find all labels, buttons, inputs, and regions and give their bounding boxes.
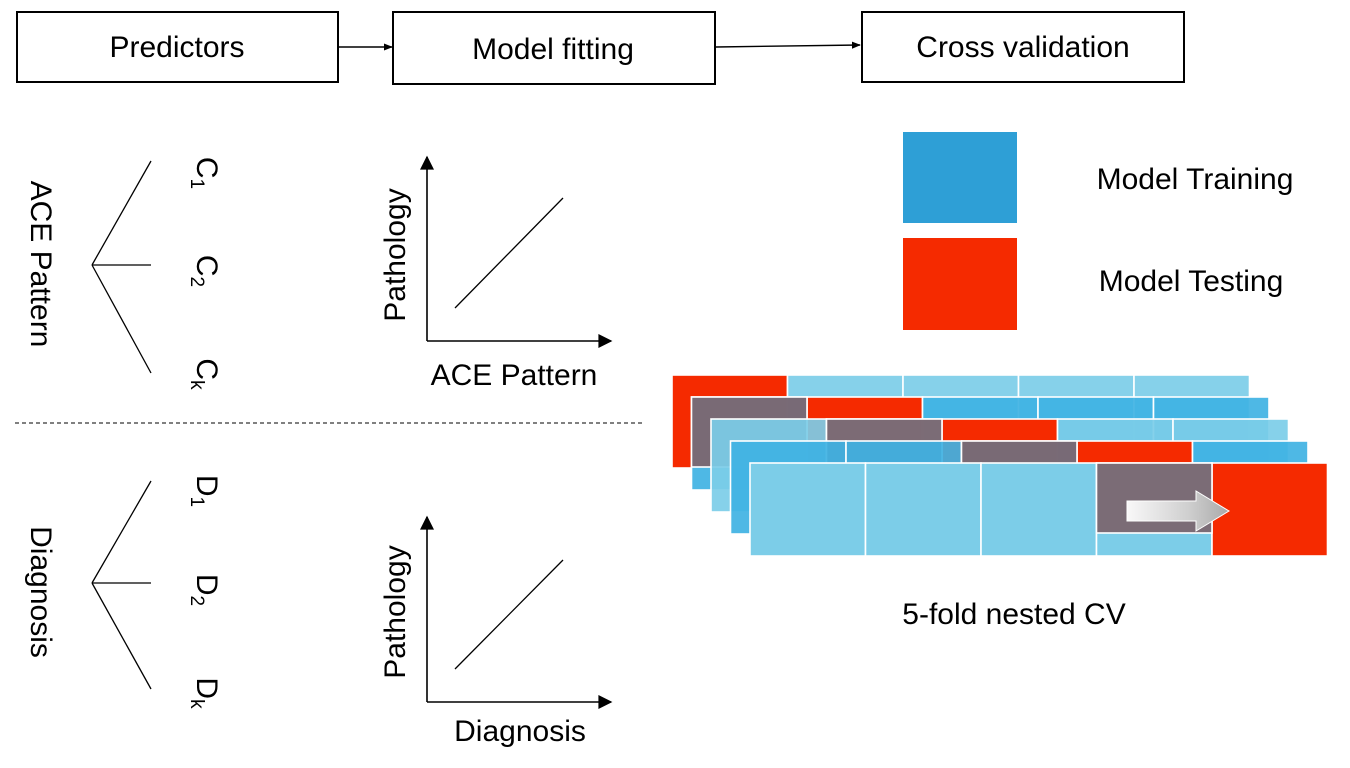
model-fitting-step-label: Model fitting	[472, 33, 634, 66]
cross-validation-step-label: Cross validation	[916, 31, 1129, 64]
diagnosis-fit-plot: Pathology Diagnosis	[379, 515, 613, 748]
branch-d1: D1	[186, 475, 223, 507]
cross-validation-step: Cross validation	[861, 11, 1185, 83]
diagnosis-fit-line	[454, 559, 564, 670]
ace-plot-ylabel: Pathology	[379, 188, 412, 321]
cv-test-cell	[1211, 462, 1329, 557]
nested-cv-graphic	[671, 374, 1329, 557]
diagnosis-label: Diagnosis	[24, 526, 57, 658]
predictors-step: Predictors	[16, 11, 339, 83]
diagnosis-branch-lines	[91, 480, 152, 690]
training-legend-label: Model Training	[1097, 163, 1294, 196]
cv-previous-test-cell	[1095, 462, 1213, 534]
branch-dk: Dk	[186, 677, 223, 709]
ace-fit-plot: Pathology ACE Pattern	[379, 155, 613, 392]
ace-plot-xlabel: ACE Pattern	[431, 359, 598, 392]
branch-c2: C2	[186, 255, 223, 287]
predictors-step-label: Predictors	[109, 31, 244, 64]
ace-branch-lines	[91, 160, 152, 374]
testing-swatch	[903, 238, 1017, 330]
cv-train-cell	[980, 462, 1098, 557]
cv-train-cell	[749, 462, 867, 557]
pipeline-header: Predictors Model fitting Cross validatio…	[16, 11, 1185, 85]
cv-caption: 5-fold nested CV	[902, 598, 1125, 631]
cv-legend: Model Training Model Testing	[903, 132, 1293, 330]
cv-train-cell	[864, 462, 982, 557]
branch-c1: C1	[186, 157, 223, 189]
branch-ck: Ck	[186, 358, 223, 390]
model-fitting-step: Model fitting	[392, 11, 716, 85]
ace-predictor-group: ACE Pattern C1 C2 Ck	[24, 157, 223, 390]
ace-pattern-label: ACE Pattern	[24, 181, 57, 348]
branch-d2: D2	[186, 574, 223, 606]
diagnosis-plot-xlabel: Diagnosis	[454, 715, 586, 748]
arrow-fitting-to-cv	[715, 41, 861, 49]
ace-fit-line	[454, 197, 564, 309]
diagnosis-predictor-group: Diagnosis D1 D2 Dk	[24, 475, 223, 709]
shift-arrow-icon	[1126, 490, 1230, 532]
testing-legend-label: Model Testing	[1099, 265, 1284, 298]
training-swatch	[903, 132, 1017, 223]
diagnosis-plot-ylabel: Pathology	[379, 545, 412, 678]
